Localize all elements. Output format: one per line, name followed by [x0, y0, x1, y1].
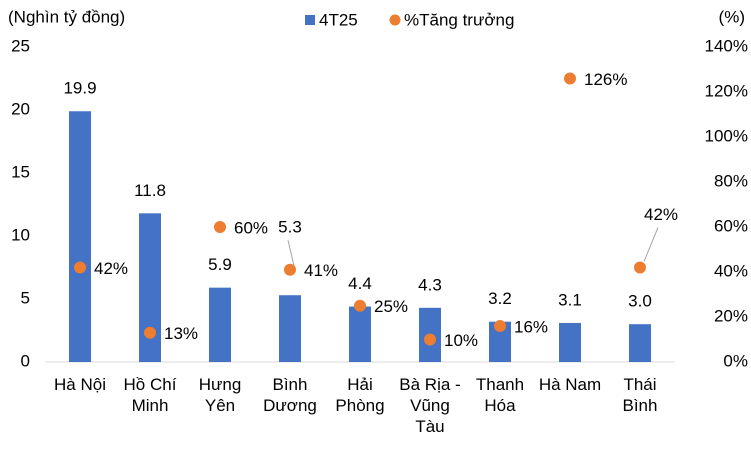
y2-tick-label: 140%	[705, 36, 748, 55]
leader-line	[287, 240, 295, 266]
growth-dot	[424, 333, 436, 346]
data-label: 3.2	[488, 289, 512, 308]
x-tick-label: Bà Rịa - Vũng Tàu	[399, 375, 461, 436]
y2-tick-label: 0%	[723, 351, 748, 370]
x-tick-label: Thái Bình	[622, 375, 658, 415]
data-label: 5.9	[208, 255, 232, 274]
bar	[489, 321, 511, 362]
data-label: 19.9	[63, 79, 96, 98]
legend-label: %Tăng trưởng	[404, 10, 514, 29]
bar	[559, 322, 581, 362]
y2-tick-label: 100%	[705, 126, 748, 145]
y-axis-title: (Nghìn tỷ đồng)	[8, 7, 125, 26]
x-tick-label: Hà Nam	[538, 375, 602, 394]
y-tick-label: 10	[11, 225, 30, 244]
y-tick-label: 20	[11, 99, 30, 118]
y-tick-label: 15	[11, 162, 30, 181]
data-label: 41%	[304, 261, 338, 280]
legend-swatch	[305, 15, 315, 25]
x-tick-label: Hà Nội	[54, 375, 106, 394]
growth-dot	[634, 261, 646, 274]
bar	[69, 111, 91, 362]
data-label: 42%	[644, 205, 678, 224]
data-label: 4.4	[348, 274, 372, 293]
bar	[349, 306, 371, 362]
growth-dot	[144, 326, 156, 339]
legend-swatch	[389, 14, 401, 26]
data-label: 4.3	[418, 275, 442, 294]
data-label: 16%	[514, 317, 548, 336]
y2-axis-title: (%)	[719, 7, 745, 26]
growth-dot	[494, 320, 506, 332]
y2-tick-label: 20%	[714, 306, 748, 325]
growth-dot	[354, 299, 366, 312]
x-tick-label: Hồ Chí Minh	[123, 375, 177, 415]
growth-dot	[74, 261, 86, 274]
y2-tick-label: 60%	[714, 216, 748, 235]
growth-dot	[284, 263, 296, 276]
data-label: 3.1	[558, 290, 582, 309]
bar	[139, 213, 161, 362]
data-label: 3.0	[628, 292, 652, 311]
y2-tick-label: 80%	[714, 171, 748, 190]
data-label: 10%	[444, 331, 478, 350]
x-tick-label: Bình Dương	[263, 375, 317, 415]
y2-tick-label: 40%	[714, 261, 748, 280]
bar	[279, 295, 301, 362]
growth-dot	[564, 72, 576, 85]
y-tick-label: 25	[11, 36, 30, 55]
leader-line	[643, 227, 659, 262]
growth-dot	[214, 221, 226, 233]
y2-tick-label: 120%	[705, 81, 748, 100]
x-tick-label: Hưng Yên	[198, 375, 242, 415]
x-tick-label: Thanh Hóa	[475, 375, 525, 415]
x-tick-label: Hải Phòng	[335, 375, 385, 415]
data-label: 126%	[584, 70, 627, 89]
legend-label: 4T25	[319, 10, 358, 29]
data-label: 5.3	[278, 218, 302, 237]
data-label: 11.8	[134, 181, 166, 200]
y-tick-label: 5	[21, 288, 30, 307]
data-label: 42%	[94, 259, 128, 278]
bar	[209, 287, 231, 362]
data-label: 25%	[374, 297, 408, 316]
data-label: 13%	[164, 324, 198, 343]
data-label: 60%	[234, 218, 268, 237]
bar	[629, 324, 651, 362]
y-tick-label: 0	[21, 351, 30, 370]
